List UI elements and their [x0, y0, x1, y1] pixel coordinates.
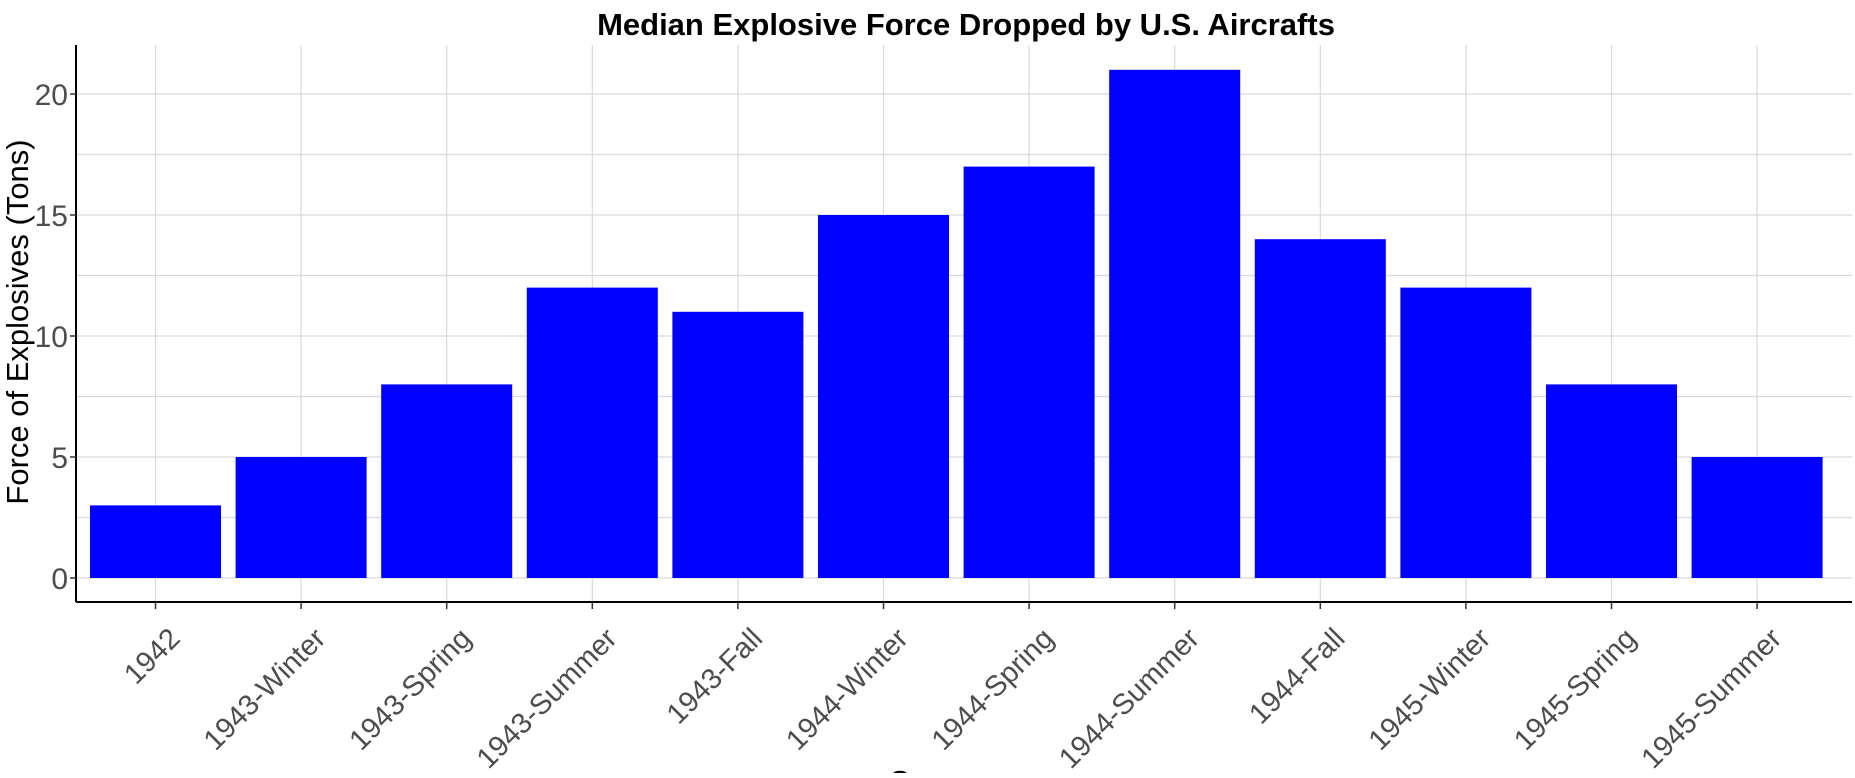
bar-1943-Spring [381, 384, 513, 578]
y-tick-label: 5 [51, 442, 68, 475]
bar-1943-Winter [235, 457, 367, 578]
x-tick-label: 1945-Summer [1636, 622, 1789, 773]
x-tick-label: 1945-Winter [1363, 622, 1498, 757]
axis-layer [70, 45, 1852, 609]
x-tick-label: 1943-Spring [343, 622, 477, 756]
x-tick-label: 1943-Fall [661, 622, 769, 730]
bar-1945-Winter [1400, 287, 1532, 578]
bars-layer [90, 69, 1823, 579]
x-tick-label: 1944-Summer [1053, 622, 1206, 773]
x-tick-label: 1945-Spring [1508, 622, 1642, 756]
chart-title: Median Explosive Force Dropped by U.S. A… [597, 7, 1335, 42]
y-tick-labels: 0 5 10 15 20 [35, 79, 68, 596]
bar-1945-Summer [1691, 457, 1823, 578]
bar-1942 [90, 505, 221, 578]
x-tick-label: 1942 [118, 622, 186, 690]
x-tick-label: 1944-Fall [1243, 622, 1351, 730]
x-tick-label: 1944-Spring [926, 622, 1060, 756]
bar-1944-Winter [818, 215, 949, 578]
bar-1943-Fall [672, 311, 804, 578]
bar-1943-Summer [526, 287, 658, 578]
bar-1945-Spring [1546, 384, 1677, 578]
y-tick-label: 0 [51, 563, 68, 596]
x-tick-label: 1944-Winter [780, 622, 915, 757]
x-tick-label: 1943-Summer [471, 622, 624, 773]
y-axis-label: Force of Explosives (Tons) [0, 139, 35, 504]
x-tick-label: 1943-Winter [198, 622, 333, 757]
y-tick-label: 15 [35, 200, 68, 233]
x-axis-label: Season [889, 764, 994, 773]
bar-1944-Spring [963, 166, 1095, 578]
bar-1944-Fall [1254, 239, 1386, 578]
y-tick-label: 20 [35, 79, 68, 112]
y-tick-label: 10 [35, 321, 68, 354]
bar-1944-Summer [1109, 69, 1241, 579]
